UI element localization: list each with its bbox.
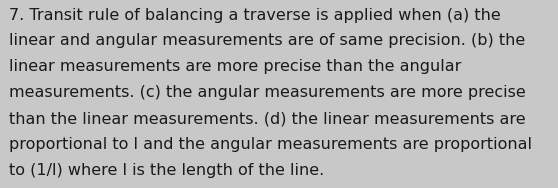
Text: proportional to l and the angular measurements are proportional: proportional to l and the angular measur… [9, 137, 532, 152]
Text: linear and angular measurements are of same precision. (b) the: linear and angular measurements are of s… [9, 33, 525, 49]
Text: 7. Transit rule of balancing a traverse is applied when (a) the: 7. Transit rule of balancing a traverse … [9, 8, 501, 23]
Text: than the linear measurements. (d) the linear measurements are: than the linear measurements. (d) the li… [9, 111, 526, 126]
Text: measurements. (c) the angular measurements are more precise: measurements. (c) the angular measuremen… [9, 85, 526, 100]
Text: to (1/l) where l is the length of the line.: to (1/l) where l is the length of the li… [9, 163, 324, 178]
Text: linear measurements are more precise than the angular: linear measurements are more precise tha… [9, 59, 461, 74]
